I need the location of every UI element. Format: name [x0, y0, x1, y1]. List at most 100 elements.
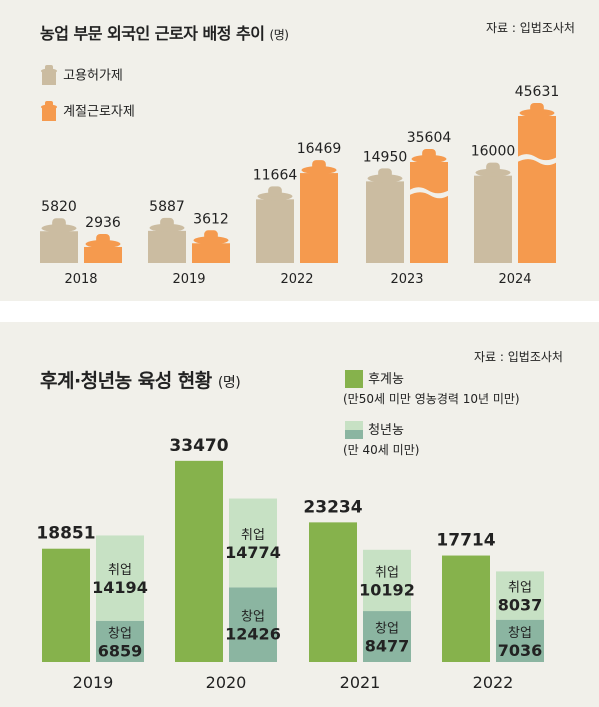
axis-break-mark-2023	[409, 187, 449, 199]
value-label-startup-2020: 12426	[225, 625, 281, 644]
bar-employment-permit-2022	[256, 199, 294, 263]
farmer-hat-2019-1-crown	[204, 230, 218, 241]
x-tick-label-2022: 2022	[280, 272, 313, 287]
bar-employment-permit-2024	[474, 175, 512, 263]
value-label-successor-2019: 18851	[36, 524, 95, 544]
bar-segment-startup-2022	[496, 619, 544, 662]
bar-segment-employment-2022	[496, 571, 544, 620]
chart2-legend-youth: 청년농	[345, 419, 404, 439]
x-tick-label-2019: 2019	[172, 272, 205, 287]
segment-label-employment-2019: 취업	[108, 563, 132, 578]
bar-seasonal-worker-2019	[192, 243, 230, 263]
value-label-successor-2022: 17714	[436, 531, 495, 551]
bar-segment-employment-2020	[229, 498, 277, 588]
value-label-2019-1: 3612	[193, 211, 229, 227]
segment-label-startup-2020: 창업	[241, 610, 265, 625]
value-label-employment-2019: 14194	[92, 578, 148, 597]
value-label-2024-0: 16000	[471, 144, 516, 160]
farmer-hat-2022-1	[301, 160, 337, 175]
farmer-hat-2018-1-crown	[96, 233, 110, 244]
chart1-title: 농업 부문 외국인 근로자 배정 추이	[40, 24, 265, 43]
value-label-2022-1: 16469	[297, 141, 342, 157]
value-label-employment-2022: 8037	[498, 596, 543, 615]
legend-swatch-successor	[345, 369, 363, 388]
chart2-plot: 18851취업14194창업6859201933470취업14774창업1242…	[36, 436, 544, 692]
segment-label-employment-2022: 취업	[508, 581, 532, 596]
value-label-successor-2021: 23234	[303, 497, 362, 517]
bar-employment-permit-2023	[366, 181, 404, 263]
farmer-hat-2023-0	[367, 168, 403, 183]
chart2-legend-successor: 후계농	[345, 368, 404, 388]
segment-label-employment-2020: 취업	[241, 528, 265, 543]
bar-successor-2021	[309, 522, 357, 662]
x-tick-label-2024: 2024	[498, 272, 531, 287]
x-tick-label-2022: 2022	[473, 673, 514, 692]
farmer-hat-2019-0	[149, 217, 185, 232]
foreign-workers-chart-panel: 농업 부문 외국인 근로자 배정 추이 (명) 자료 : 입법조사처 고용허가제…	[0, 0, 599, 301]
segment-label-startup-2021: 창업	[375, 622, 399, 637]
x-tick-label-2019: 2019	[73, 673, 114, 692]
farmer-hat-2022-1-crown	[312, 160, 326, 171]
farmer-hat-icon	[41, 101, 57, 121]
farmer-hat-icon	[41, 65, 57, 85]
value-label-2018-0: 5820	[41, 199, 77, 215]
farmer-hat-2018-1	[85, 233, 121, 248]
value-label-2022-0: 11664	[253, 167, 298, 183]
chart1-unit: (명)	[269, 28, 289, 42]
bar-seasonal-worker-2023	[410, 162, 448, 263]
x-tick-label-2018: 2018	[64, 272, 97, 287]
value-label-startup-2021: 8477	[365, 637, 410, 656]
farmer-hat-2023-1	[411, 149, 447, 163]
chart1-legend-item-1: 고용허가제	[40, 64, 123, 86]
farmer-hat-2019-1	[193, 230, 229, 245]
farmer-hat-2022-0	[257, 186, 293, 201]
bar-seasonal-worker-2018	[84, 246, 122, 263]
bar-successor-2020	[175, 460, 223, 662]
legend-label-youth: 청년농	[368, 423, 404, 438]
legend-label-seasonal-worker: 계절근로자제	[63, 104, 135, 120]
bar-segment-employment-2021	[363, 549, 411, 612]
farmer-hat-2019-0-crown	[160, 217, 174, 228]
farmer-hat-2024-1-crown	[530, 103, 544, 113]
chart1-plot: 5820 2936 2018 5887 3612 2019 11664 16469 2022 14…	[40, 84, 560, 287]
farmer-hat-2018-0	[41, 218, 77, 233]
value-label-startup-2019: 6859	[98, 641, 143, 660]
farmer-hat-2024-0-crown	[486, 162, 500, 173]
value-label-employment-2021: 10192	[359, 580, 415, 599]
value-label-2023-0: 14950	[363, 149, 408, 165]
chart1-title-row: 농업 부문 외국인 근로자 배정 추이 (명)	[40, 20, 289, 44]
x-tick-label-2021: 2021	[340, 673, 381, 692]
value-label-employment-2020: 14774	[225, 543, 281, 562]
legend-label-successor: 후계농	[368, 372, 404, 387]
value-label-2018-1: 2936	[85, 215, 121, 231]
bar-segment-employment-2019	[96, 535, 144, 621]
value-label-2024-1: 45631	[515, 84, 560, 100]
value-label-startup-2022: 7036	[498, 641, 543, 660]
young-farmers-chart-panel: 자료 : 입법조사처 후계·청년농 육성 현황 (명) 후계농 (만50세 미만…	[0, 322, 599, 707]
legend-note-youth: (만 40세 미만)	[343, 443, 420, 457]
value-label-2019-0: 5887	[149, 199, 185, 215]
chart2-source: 자료 : 입법조사처	[474, 350, 563, 364]
x-tick-label-2020: 2020	[206, 673, 247, 692]
farmer-hat-2023-0-crown	[378, 168, 392, 179]
farmer-hat-2024-1	[519, 103, 555, 117]
segment-label-startup-2022: 창업	[508, 626, 532, 641]
bar-successor-2019	[42, 548, 90, 662]
chart2-title-row: 후계·청년농 육성 현황 (명)	[40, 366, 241, 393]
x-tick-label-2023: 2023	[390, 272, 423, 287]
bar-seasonal-worker-2024	[518, 116, 556, 263]
value-label-successor-2020: 33470	[169, 436, 228, 456]
bar-employment-permit-2018	[40, 231, 78, 263]
farmer-hat-2022-0-crown	[268, 186, 282, 197]
bar-seasonal-worker-2022	[300, 173, 338, 263]
axis-break-mark-2024	[517, 154, 557, 166]
segment-label-employment-2021: 취업	[375, 565, 399, 580]
bar-successor-2022	[442, 555, 490, 662]
legend-label-employment-permit: 고용허가제	[63, 68, 123, 84]
bar-segment-startup-2021	[363, 611, 411, 662]
chart2-unit: (명)	[217, 375, 241, 391]
segment-label-startup-2019: 창업	[108, 626, 132, 641]
value-label-2023-1: 35604	[407, 130, 452, 146]
chart1-legend-item-2: 계절근로자제	[40, 100, 135, 122]
farmer-hat-2023-1-crown	[422, 149, 436, 159]
